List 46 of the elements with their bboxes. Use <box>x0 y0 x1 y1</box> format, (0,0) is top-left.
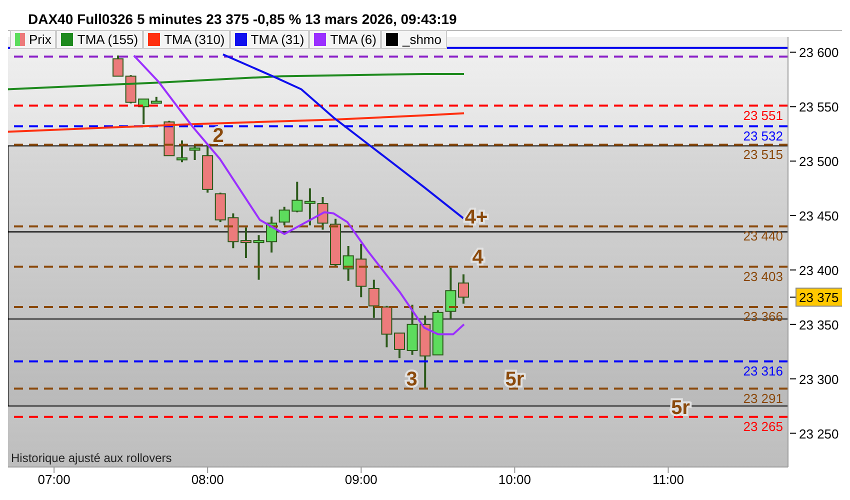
candlestick <box>368 278 380 319</box>
line-series <box>222 53 466 220</box>
ref-line-label: 23 403 <box>743 268 783 284</box>
legend-label: TMA (155) <box>77 32 138 47</box>
annotation: Historique ajusté aux rollovers <box>11 451 172 465</box>
ref-line-label: 23 291 <box>743 390 783 406</box>
annotation: 2 <box>212 124 224 147</box>
candlestick <box>445 266 456 320</box>
candlestick <box>189 144 200 162</box>
x-tick-label: 10:00 <box>498 472 531 488</box>
line-series <box>8 73 466 90</box>
legend-label: _shmo <box>402 32 442 47</box>
candlestick <box>240 226 252 259</box>
legend-label: TMA (6) <box>330 32 376 47</box>
candlestick <box>112 54 124 78</box>
annotation: 3 <box>406 368 418 391</box>
candlestick <box>458 273 469 305</box>
annotation: 4+ <box>464 206 488 228</box>
ref-line-label: 23 265 <box>743 419 783 434</box>
ref-line-label: 23 316 <box>743 364 783 379</box>
chart-title: DAX40 Full0326 5 minutes 23 375 -0,85 % 13 mars 2026, 09:43:19 <box>8 8 842 31</box>
y-tick-label: 23 300 <box>799 372 839 387</box>
y-tick-label: 23 500 <box>799 154 839 170</box>
y-tick-label: 23 250 <box>799 426 839 442</box>
y-tick-label: 23 350 <box>799 317 839 332</box>
x-tick-label: 09:00 <box>344 472 378 488</box>
ref-line-label: 23 551 <box>743 108 783 123</box>
y-tick-label: 23 550 <box>799 100 839 115</box>
candlestick <box>394 332 406 360</box>
y-tick-label: 23 450 <box>799 208 839 224</box>
y-tick-label: 23 375 <box>799 290 839 306</box>
ref-line-label: 23 532 <box>743 128 783 144</box>
x-tick-label: 11:00 <box>652 472 684 488</box>
ref-line-label: 23 515 <box>743 147 783 162</box>
annotation: 5r <box>505 368 524 391</box>
y-tick-label: 23 600 <box>799 45 839 60</box>
annotation: 4 <box>472 246 484 269</box>
legend-label: TMA (310) <box>164 32 225 47</box>
x-tick-label: 08:00 <box>191 472 224 488</box>
legend-label: TMA (31) <box>250 32 304 47</box>
legend-label: Prix <box>29 32 52 47</box>
y-tick-label: 23 400 <box>799 262 839 278</box>
line-series <box>132 54 466 336</box>
x-tick-label: 07:00 <box>38 472 70 488</box>
ref-line-label: 23 440 <box>743 228 783 244</box>
candlestick <box>176 139 188 164</box>
